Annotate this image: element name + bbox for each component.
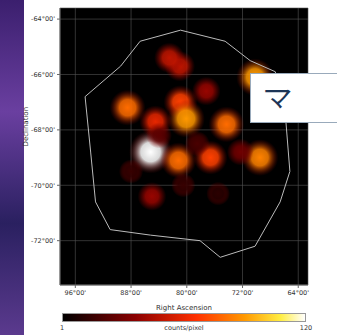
- svg-text:80°00': 80°00': [176, 289, 198, 297]
- svg-text:96°00': 96°00': [65, 289, 87, 297]
- svg-text:72°00': 72°00': [232, 289, 254, 297]
- html-text:120: 120: [299, 324, 313, 332]
- svg-text:-70°00': -70°00': [31, 182, 55, 190]
- html-text:counts/pixel: counts/pixel: [164, 324, 204, 332]
- svg-text:-64°00': -64°00': [31, 15, 55, 23]
- svg-text:-72°00': -72°00': [31, 237, 55, 245]
- html-text:マ: マ: [263, 80, 294, 115]
- svg-text:-66°00': -66°00': [31, 71, 55, 79]
- svg-text:64°00': 64°00': [287, 289, 309, 297]
- html-text:1: 1: [59, 324, 65, 332]
- svg-text:88°00': 88°00': [120, 289, 142, 297]
- svg-text:Declination: Declination: [22, 107, 30, 147]
- svg-text:Right Ascension: Right Ascension: [156, 304, 212, 312]
- svg-text:-68°00': -68°00': [31, 126, 55, 134]
